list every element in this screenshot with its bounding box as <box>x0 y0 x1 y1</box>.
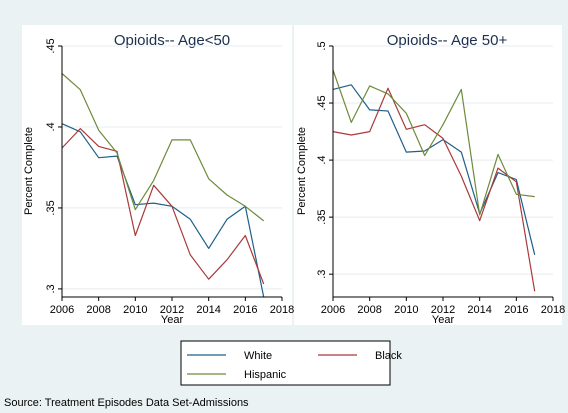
x-axis-title: Year <box>432 314 455 326</box>
series-line-white <box>61 123 265 298</box>
plot-area <box>22 25 292 325</box>
series-layer <box>332 69 536 292</box>
plot-area <box>294 25 562 325</box>
x-tick-label: 2012 <box>160 304 184 316</box>
panel-title: Opioids-- Age<50 <box>114 32 230 49</box>
x-tick-label: 2016 <box>504 304 528 316</box>
x-tick-label: 2006 <box>50 304 74 316</box>
x-tick-label: 2018 <box>270 304 294 316</box>
y-tick-label: .5 <box>316 41 328 50</box>
legend-box <box>180 340 391 386</box>
tick-layer: .3 .35 .4 .45 2006 2008 2010 2012 2014 2016 2018 <box>45 38 294 316</box>
panel-title: Opioids-- Age 50+ <box>387 32 508 49</box>
panel-age-50-plus: Opioids-- Age 50+ .3 .35 .4 .45 .5 2006 2008 20… <box>294 25 565 326</box>
x-axis-title: Year <box>161 314 184 326</box>
y-tick-label: .4 <box>316 155 328 164</box>
legend-item-black: Black <box>318 350 402 362</box>
y-axis-title: Percent Complete <box>296 127 308 215</box>
x-tick-label: 2016 <box>233 304 257 316</box>
legend-label-white: White <box>244 350 272 362</box>
series-line-black <box>332 87 536 292</box>
legend: White Black Hispanic <box>180 340 402 386</box>
y-tick-label: .3 <box>316 270 328 279</box>
x-tick-label: 2014 <box>196 304 220 316</box>
y-tick-label: .45 <box>45 38 57 53</box>
series-line-white <box>332 84 536 255</box>
y-axis-title: Percent Complete <box>23 127 35 215</box>
x-tick-label: 2006 <box>321 304 345 316</box>
y-tick-label: .4 <box>45 122 57 131</box>
y-tick-label: .45 <box>316 95 328 110</box>
x-tick-label: 2014 <box>467 304 491 316</box>
x-tick-label: 2018 <box>541 304 565 316</box>
series-line-black <box>61 128 265 285</box>
y-tick-label: .35 <box>316 209 328 224</box>
x-tick-label: 2012 <box>431 304 455 316</box>
source-note: Source: Treatment Episodes Data Set-Admi… <box>4 397 249 409</box>
legend-label-black: Black <box>375 350 402 362</box>
x-tick-label: 2008 <box>357 304 381 316</box>
legend-item-hispanic: Hispanic <box>187 369 287 381</box>
y-tick-label: .3 <box>45 284 57 293</box>
tick-layer: .3 .35 .4 .45 .5 2006 2008 2010 2012 2014 2016 2018 <box>316 41 565 316</box>
grid-layer <box>333 45 553 275</box>
x-tick-label: 2010 <box>394 304 418 316</box>
y-tick-label: .35 <box>45 200 57 215</box>
series-line-hispanic <box>61 73 265 222</box>
legend-label-hispanic: Hispanic <box>244 369 287 381</box>
series-layer <box>61 73 265 298</box>
panel-age-under-50: Opioids-- Age<50 .3 .35 .4 .45 2006 2008 2010 2… <box>22 25 294 326</box>
x-tick-label: 2008 <box>86 304 110 316</box>
series-line-hispanic <box>332 69 535 216</box>
legend-item-white: White <box>187 350 272 362</box>
x-tick-label: 2010 <box>123 304 147 316</box>
